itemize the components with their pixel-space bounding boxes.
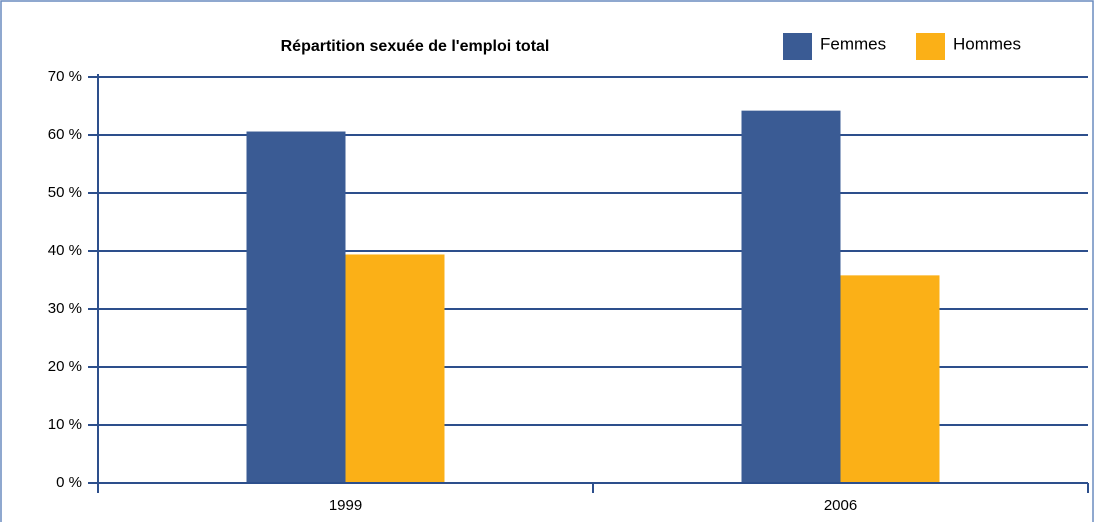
y-tick-label: 0 %: [56, 474, 82, 491]
y-tick-label: 60 %: [48, 126, 82, 143]
y-tick-label: 20 %: [48, 358, 82, 375]
chart-title: Répartition sexuée de l'emploi total: [281, 38, 550, 55]
bar: [840, 275, 940, 483]
bar: [246, 131, 346, 483]
y-tick-label: 40 %: [48, 242, 82, 259]
legend-swatch: [916, 33, 945, 60]
y-tick-label: 50 %: [48, 184, 82, 201]
bar: [741, 110, 841, 483]
y-tick-label: 70 %: [48, 68, 82, 85]
legend-label: Femmes: [820, 34, 886, 53]
x-tick-label: 1999: [329, 497, 362, 514]
legend-swatch: [783, 33, 812, 60]
y-tick-label: 30 %: [48, 300, 82, 317]
y-tick-label: 10 %: [48, 416, 82, 433]
x-tick-label: 2006: [824, 497, 857, 514]
legend-label: Hommes: [953, 34, 1021, 53]
bar: [345, 254, 445, 483]
